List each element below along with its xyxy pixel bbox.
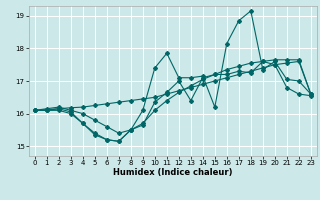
X-axis label: Humidex (Indice chaleur): Humidex (Indice chaleur) [113, 168, 233, 177]
